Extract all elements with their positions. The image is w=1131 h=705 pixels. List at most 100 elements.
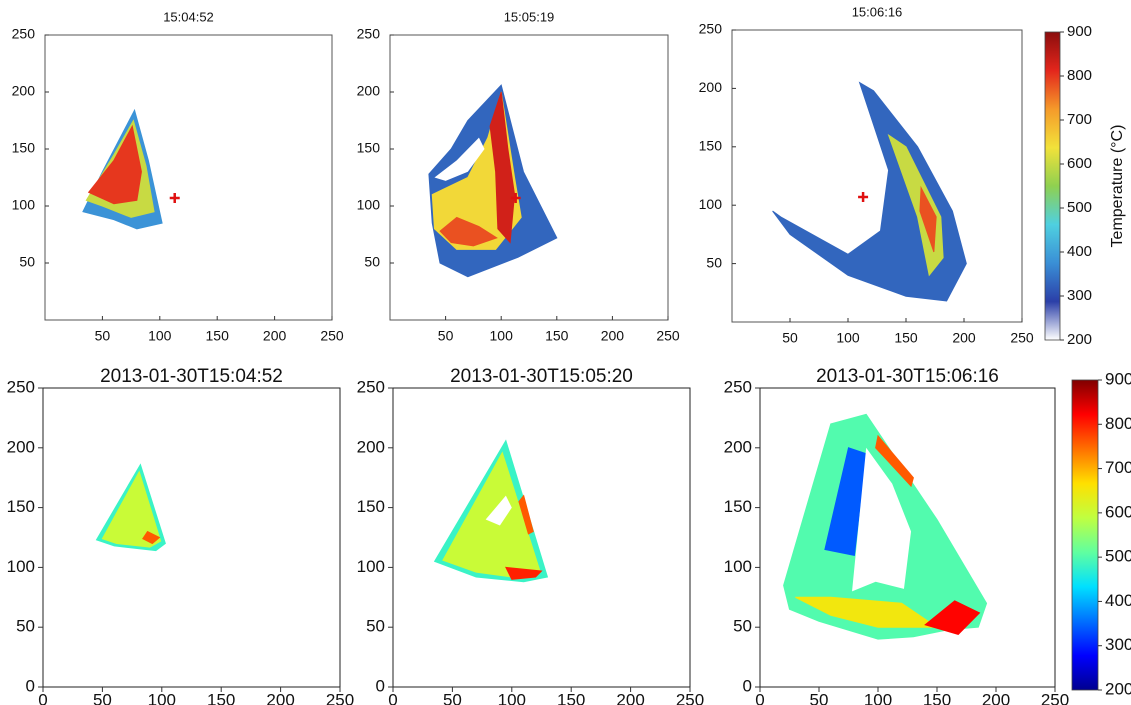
axes-frame [392, 387, 691, 688]
x-tick-label: 50 [93, 690, 112, 705]
colorbar-tick-label: 400 [1067, 243, 1092, 260]
plot-area [772, 81, 967, 302]
x-tick-label: 100 [490, 328, 514, 344]
y-tick-label: 100 [357, 197, 381, 213]
panel-title: 15:04:52 [163, 9, 214, 24]
panel: 0 50 100 150 200 250 0 50 100 150 200 250 2013-01-30… [7, 366, 355, 705]
panel: 50 100 150 200 250 50 100 150 200 250 15:04:52 [12, 9, 344, 343]
y-tick-label: 150 [699, 138, 723, 154]
y-tick-label: 250 [357, 377, 385, 396]
x-tick-label: 100 [864, 690, 892, 705]
plot-area [428, 84, 558, 278]
y-tick-label: 200 [699, 79, 723, 95]
y-tick-label: 150 [357, 497, 385, 516]
ignition-marker [858, 192, 869, 203]
x-tick-label: 0 [38, 690, 47, 705]
ignition-marker [169, 193, 180, 204]
ignition-marker [510, 193, 521, 204]
colorbar-tick-label: 900 [1067, 23, 1092, 40]
plot-area [433, 439, 549, 583]
x-tick-label: 50 [810, 690, 829, 705]
x-tick-label: 50 [438, 328, 454, 344]
y-tick-label: 150 [12, 140, 36, 156]
heat-region [772, 81, 967, 302]
x-tick-label: 0 [388, 690, 397, 705]
x-tick-label: 100 [836, 330, 860, 346]
x-tick-label: 250 [676, 690, 704, 705]
y-tick-label: 250 [7, 377, 35, 396]
x-tick-label: 150 [545, 328, 569, 344]
y-tick-label: 150 [724, 497, 752, 516]
heat-region [101, 470, 162, 548]
panel-title: 2013-01-30T15:04:52 [100, 366, 283, 387]
x-tick-label: 100 [498, 690, 526, 705]
colorbar-tick-label: 300 [1105, 635, 1131, 654]
y-tick-label: 250 [357, 26, 381, 42]
axes-frame [389, 34, 669, 321]
panel-title: 15:06:16 [852, 4, 903, 19]
unburnt-hole [434, 137, 485, 181]
colorbar-tick-label: 200 [1105, 679, 1131, 698]
x-tick-label: 100 [148, 690, 176, 705]
y-tick-label: 150 [357, 140, 381, 156]
heat-region [875, 434, 914, 488]
x-tick-label: 200 [952, 330, 976, 346]
x-tick-label: 50 [95, 328, 111, 344]
panel: 0 50 100 150 200 250 0 50 100 150 200 250 2013-01-30… [724, 366, 1131, 705]
panel-title: 2013-01-30T15:05:20 [450, 366, 633, 387]
x-tick-label: 200 [616, 690, 644, 705]
x-tick-label: 100 [148, 328, 172, 344]
y-tick-label: 100 [7, 557, 35, 576]
colorbar-tick-label: 700 [1105, 458, 1131, 477]
x-tick-label: 250 [320, 328, 344, 344]
colorbar-tick-label: 700 [1067, 111, 1092, 128]
plot-area [82, 108, 163, 230]
y-tick-label: 100 [724, 557, 752, 576]
y-tick-label: 250 [699, 21, 723, 37]
x-tick-label: 150 [557, 690, 585, 705]
x-tick-label: 250 [326, 690, 354, 705]
panel: 50 100 150 200 250 50 100 150 200 250 15:06:16 200 3… [699, 4, 1127, 348]
y-tick-label: 0 [743, 676, 752, 695]
axes-frame [759, 387, 1056, 688]
colorbar-tick-label: 600 [1105, 502, 1131, 521]
panel: 50 100 150 200 250 50 100 150 200 250 15:05:19 [357, 9, 680, 343]
y-tick-label: 50 [19, 254, 35, 270]
unburnt-hole [485, 495, 512, 526]
y-tick-label: 200 [7, 437, 35, 456]
y-tick-label: 150 [7, 497, 35, 516]
heat-region [87, 124, 142, 205]
y-tick-label: 200 [724, 437, 752, 456]
x-tick-label: 250 [656, 328, 680, 344]
heat-region [924, 600, 981, 635]
heat-region [505, 566, 543, 580]
panel-title: 15:05:19 [504, 9, 555, 24]
x-tick-label: 150 [894, 330, 918, 346]
y-tick-label: 0 [26, 676, 35, 695]
y-tick-label: 250 [724, 377, 752, 396]
heat-region [518, 494, 534, 535]
x-tick-label: 200 [982, 690, 1010, 705]
y-tick-label: 100 [12, 197, 36, 213]
y-tick-label: 200 [12, 83, 36, 99]
axes-frame [44, 34, 333, 321]
y-tick-label: 50 [16, 617, 35, 636]
colorbar-tick-label: 800 [1105, 414, 1131, 433]
colorbar-tick-label: 900 [1105, 369, 1131, 388]
x-tick-label: 0 [755, 690, 764, 705]
colorbar-tick-label: 400 [1105, 591, 1131, 610]
colorbar-tick-label: 600 [1067, 155, 1092, 172]
x-tick-label: 150 [923, 690, 951, 705]
x-tick-label: 200 [263, 328, 287, 344]
x-tick-label: 150 [207, 690, 235, 705]
plot-area [783, 413, 988, 640]
y-tick-label: 200 [357, 83, 381, 99]
colorbar-tick-label: 300 [1067, 287, 1092, 304]
axes-frame [42, 387, 341, 688]
panel: 0 50 100 150 200 250 0 50 100 150 200 250 2013-01-30… [357, 366, 705, 705]
y-tick-label: 250 [12, 26, 36, 42]
y-tick-label: 50 [364, 254, 380, 270]
y-tick-label: 50 [366, 617, 385, 636]
plot-area [95, 463, 166, 552]
